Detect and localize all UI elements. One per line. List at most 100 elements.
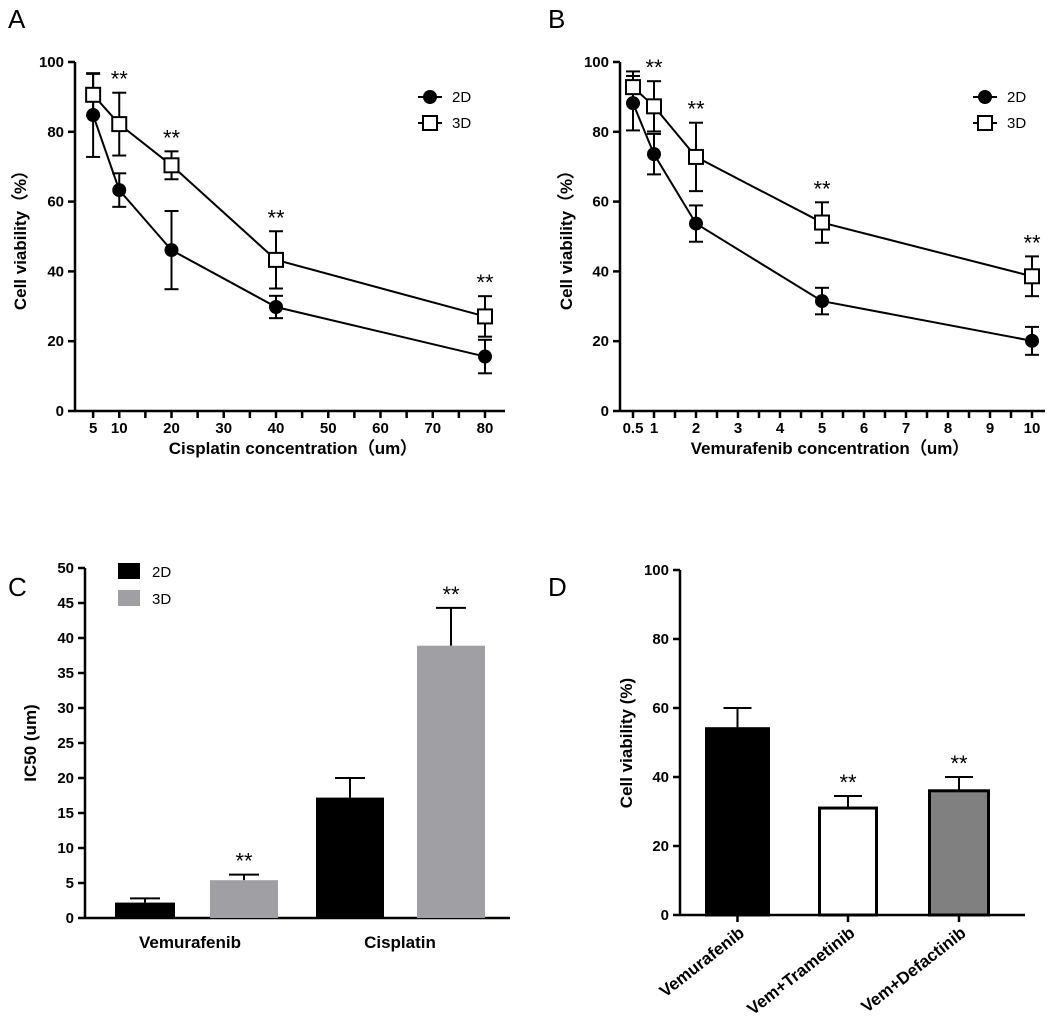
data-point-2D — [269, 299, 283, 314]
legend-marker-2D — [978, 90, 992, 104]
y-tick-label: 80 — [592, 124, 609, 141]
legend-swatch-2D — [118, 563, 140, 579]
data-point-2D — [647, 147, 661, 162]
legend-label: 3D — [152, 591, 171, 608]
x-tick-label: 9 — [986, 420, 994, 437]
x-tick-label: 10 — [111, 420, 128, 437]
y-tick-label: 0 — [56, 403, 64, 420]
series-line-2D — [92, 114, 486, 358]
y-tick-label: 40 — [652, 769, 669, 786]
x-tick-label: 6 — [860, 420, 868, 437]
significance-mark: ** — [1023, 230, 1041, 255]
y-tick-label: 100 — [644, 562, 669, 579]
x-category-label: Vem+Trametinib — [744, 923, 859, 1019]
bar-Vemurafenib — [705, 727, 770, 917]
x-tick-label: 60 — [372, 420, 389, 437]
legend-label: 3D — [452, 115, 471, 132]
significance-mark: ** — [645, 55, 663, 80]
data-point-3D — [268, 251, 284, 268]
legend-label: 2D — [452, 89, 471, 106]
legend-label: 3D — [1007, 115, 1026, 132]
y-tick-label: 15 — [57, 805, 74, 822]
significance-mark: ** — [111, 67, 129, 92]
significance-mark: ** — [235, 849, 253, 874]
y-tick-label: 40 — [592, 263, 609, 280]
x-category-label: Vemurafenib — [656, 923, 748, 1001]
y-tick-label: 80 — [652, 631, 669, 648]
x-tick-label: 1 — [650, 420, 658, 437]
y-tick-label: 30 — [57, 700, 74, 717]
legend-label: 2D — [152, 564, 171, 581]
x-tick-label: 40 — [268, 420, 285, 437]
x-tick-label: 0.5 — [623, 420, 644, 437]
y-tick-label: 40 — [57, 630, 74, 647]
data-point-3D — [85, 86, 102, 103]
significance-mark: ** — [950, 751, 968, 776]
x-category-label: Cisplatin — [364, 933, 436, 952]
panel-label: D — [548, 572, 567, 602]
x-category-label: Vem+Defactinib — [858, 923, 970, 1016]
data-point-2D — [1025, 333, 1039, 348]
y-tick-label: 20 — [652, 838, 669, 855]
data-point-3D — [111, 116, 128, 133]
y-axis-label: Cell viability (%) — [617, 678, 636, 808]
y-tick-label: 0 — [601, 403, 609, 420]
y-tick-label: 20 — [592, 333, 609, 350]
significance-mark: ** — [442, 582, 460, 607]
y-axis-label: IC50 (um) — [21, 704, 40, 781]
data-point-3D — [646, 98, 662, 115]
significance-mark: ** — [687, 97, 705, 122]
data-point-3D — [1024, 268, 1040, 285]
significance-mark: ** — [813, 176, 831, 201]
data-point-3D — [688, 148, 704, 165]
y-tick-label: 20 — [47, 333, 64, 350]
data-point-2D — [815, 294, 829, 309]
bar-2D-Cisplatin — [316, 797, 384, 918]
y-tick-label: 20 — [57, 770, 74, 787]
y-tick-label: 0 — [66, 910, 74, 927]
y-tick-label: 80 — [47, 124, 64, 141]
y-tick-label: 60 — [652, 700, 669, 717]
y-tick-label: 45 — [57, 595, 74, 612]
y-tick-label: 60 — [592, 194, 609, 211]
bar-Vem+Defactinib — [928, 789, 990, 917]
data-point-3D — [163, 157, 180, 174]
x-tick-label: 80 — [477, 420, 494, 437]
x-tick-label: 20 — [163, 420, 180, 437]
legend-label: 2D — [1007, 89, 1026, 106]
significance-mark: ** — [163, 125, 181, 150]
x-axis-label: Vemurafenib concentration（um） — [691, 438, 970, 458]
y-axis-label: Cell viability（%） — [10, 162, 30, 310]
y-tick-label: 25 — [57, 735, 74, 752]
y-tick-label: 35 — [57, 665, 74, 682]
legend-marker-2D — [423, 90, 437, 104]
data-point-3D — [625, 79, 641, 96]
x-tick-label: 7 — [902, 420, 910, 437]
data-point-2D — [478, 349, 492, 364]
significance-mark: ** — [839, 770, 857, 795]
bar-Vem+Trametinib — [818, 806, 878, 917]
x-tick-label: 50 — [320, 420, 337, 437]
data-point-2D — [689, 216, 703, 231]
x-tick-label: 70 — [424, 420, 441, 437]
x-tick-label: 10 — [1024, 420, 1041, 437]
legend-swatch-3D — [118, 590, 140, 606]
y-tick-label: 100 — [584, 54, 609, 71]
y-tick-label: 60 — [47, 194, 64, 211]
significance-mark: ** — [267, 205, 285, 230]
bar-3D-Cisplatin — [417, 645, 485, 918]
data-point-3D — [814, 214, 830, 231]
x-tick-label: 30 — [215, 420, 232, 437]
data-point-2D — [112, 183, 127, 198]
y-axis-label: Cell viability（%） — [556, 162, 576, 310]
y-tick-label: 50 — [57, 560, 74, 577]
x-category-label: Vemurafenib — [139, 933, 241, 952]
x-tick-label: 5 — [818, 420, 826, 437]
y-tick-label: 100 — [39, 54, 64, 71]
panel-label: B — [548, 4, 565, 34]
data-point-3D — [477, 308, 493, 325]
panel-label: C — [8, 572, 27, 602]
significance-mark: ** — [476, 270, 494, 295]
legend-marker-3D — [422, 115, 438, 131]
